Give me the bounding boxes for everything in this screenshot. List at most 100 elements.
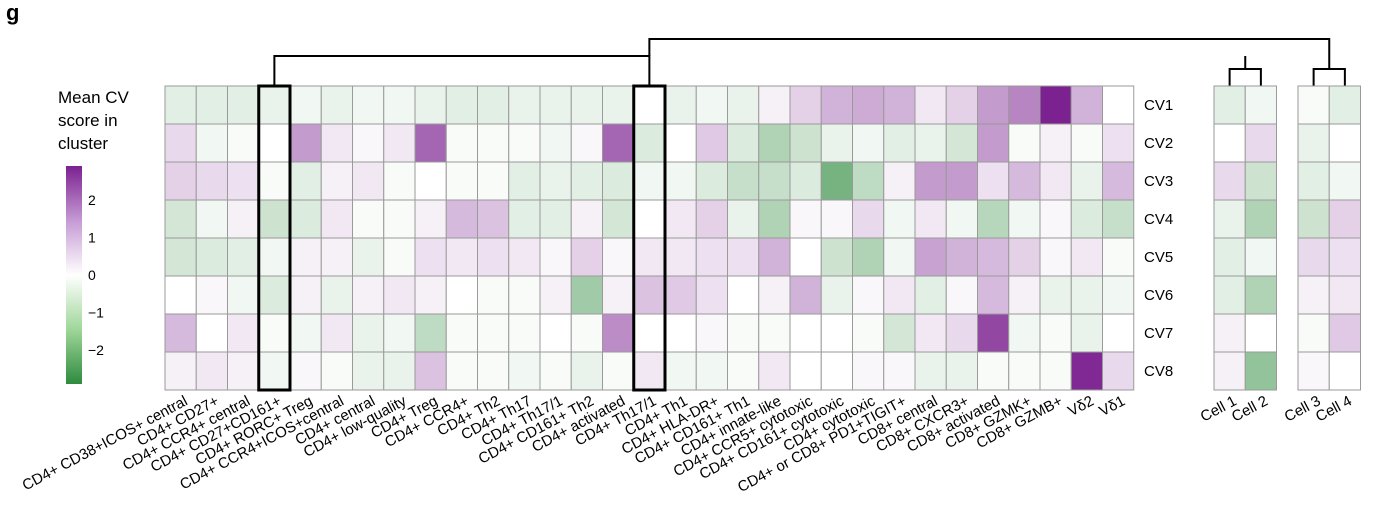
legend-ticks: 2 1 0 −1 −2: [88, 192, 104, 358]
heatmap-cell: [383, 199, 416, 239]
heatmap-cell: [352, 85, 385, 125]
heatmap-cell: [883, 313, 916, 353]
heatmap-cell: [1213, 123, 1246, 163]
row-label: CV4: [1144, 211, 1173, 228]
heatmap-cell: [914, 351, 947, 391]
heatmap-cell: [570, 199, 603, 239]
heatmap-cell: [1297, 161, 1330, 201]
heatmap-cell: [1102, 351, 1135, 391]
heatmap-cell: [977, 237, 1010, 277]
heatmap-cell: [852, 161, 885, 201]
heatmap-cell: [727, 123, 760, 163]
heatmap-cell: [820, 123, 853, 163]
heatmap-cell: [1328, 237, 1361, 277]
heatmap-cell: [664, 199, 697, 239]
heatmap-cell: [820, 199, 853, 239]
heatmap-cell: [1039, 123, 1072, 163]
heatmap-cell: [1244, 161, 1277, 201]
heatmap-cell: [320, 237, 353, 277]
heatmap-cell: [1039, 85, 1072, 125]
heatmap-cell: [258, 275, 291, 315]
heatmap-cell: [477, 275, 510, 315]
heatmap-cell: [1213, 313, 1246, 353]
heatmap-cell: [1070, 199, 1103, 239]
heatmap-cell: [789, 275, 822, 315]
heatmap-cell: [727, 313, 760, 353]
heatmap-cell: [1328, 199, 1361, 239]
heatmap-cell: [695, 237, 728, 277]
heatmap-cell: [1244, 199, 1277, 239]
heatmap-cell: [227, 237, 260, 277]
heatmap-cell: [164, 351, 197, 391]
heatmap-cell: [602, 313, 635, 353]
heatmap-cell: [570, 237, 603, 277]
heatmap-cell: [977, 275, 1010, 315]
heatmap-cell: [227, 313, 260, 353]
heatmap-cell: [445, 85, 478, 125]
heatmap-cell: [539, 199, 572, 239]
heatmap-cell: [695, 275, 728, 315]
heatmap-cell: [508, 123, 541, 163]
heatmap-cell: [1039, 161, 1072, 201]
heatmap-cell: [320, 313, 353, 353]
heatmap-cell: [602, 123, 635, 163]
heatmap-cell: [289, 199, 322, 239]
heatmap-cell: [789, 161, 822, 201]
heatmap-cell: [664, 275, 697, 315]
column-label: Vδ2: [1065, 393, 1097, 421]
heatmap-cell: [1213, 85, 1246, 125]
heatmap-cell: [664, 161, 697, 201]
heatmap-cell: [1008, 161, 1041, 201]
heatmap-cell: [477, 199, 510, 239]
heatmap-cell: [945, 237, 978, 277]
heatmap-cell: [695, 313, 728, 353]
heatmap-cell: [258, 199, 291, 239]
heatmap-cell: [852, 237, 885, 277]
dendrogram-branch: [1312, 68, 1346, 86]
heatmap-cell: [1102, 161, 1135, 201]
heatmap-cell: [1297, 199, 1330, 239]
heatmap-cell: [945, 199, 978, 239]
highlight-box: [257, 84, 292, 392]
heatmap-cell: [1297, 351, 1330, 391]
heatmap-cell: [852, 199, 885, 239]
heatmap-cell: [352, 199, 385, 239]
heatmap-cell: [820, 313, 853, 353]
heatmap-cell: [1008, 123, 1041, 163]
heatmap-cell: [1297, 237, 1330, 277]
heatmap-cell: [820, 161, 853, 201]
heatmap-cell: [633, 199, 666, 239]
heatmap-cell: [320, 351, 353, 391]
heatmap-cell: [195, 161, 228, 201]
panel-label: g: [6, 0, 20, 25]
heatmap-cell: [1244, 313, 1277, 353]
row-label: CV3: [1144, 173, 1173, 190]
row-label: CV2: [1144, 135, 1173, 152]
heatmap-cell: [289, 161, 322, 201]
legend-title-line-3: cluster: [58, 134, 109, 153]
heatmap-cell: [914, 275, 947, 315]
heatmap-cell: [727, 237, 760, 277]
heatmap-cell: [633, 351, 666, 391]
heatmap-cell: [1102, 237, 1135, 277]
heatmap-cell: [633, 237, 666, 277]
heatmap-cell: [602, 275, 635, 315]
heatmap-cell: [1213, 161, 1246, 201]
dendrogram-branch: [273, 55, 651, 86]
heatmap-cell: [914, 123, 947, 163]
heatmap-cell: [477, 161, 510, 201]
heatmap-cell: [258, 313, 291, 353]
legend-title: Mean CV score in cluster: [58, 86, 129, 155]
heatmap-cell: [602, 199, 635, 239]
heatmap-cell: [945, 123, 978, 163]
heatmap-cell: [570, 275, 603, 315]
heatmap-cell: [914, 199, 947, 239]
heatmap-cell: [727, 351, 760, 391]
heatmap-cell: [789, 85, 822, 125]
heatmap-cell: [883, 85, 916, 125]
heatmap-cell: [445, 275, 478, 315]
heatmap-cell: [164, 123, 197, 163]
legend-tick-label: 2: [88, 192, 96, 208]
heatmap-cell: [1213, 275, 1246, 315]
